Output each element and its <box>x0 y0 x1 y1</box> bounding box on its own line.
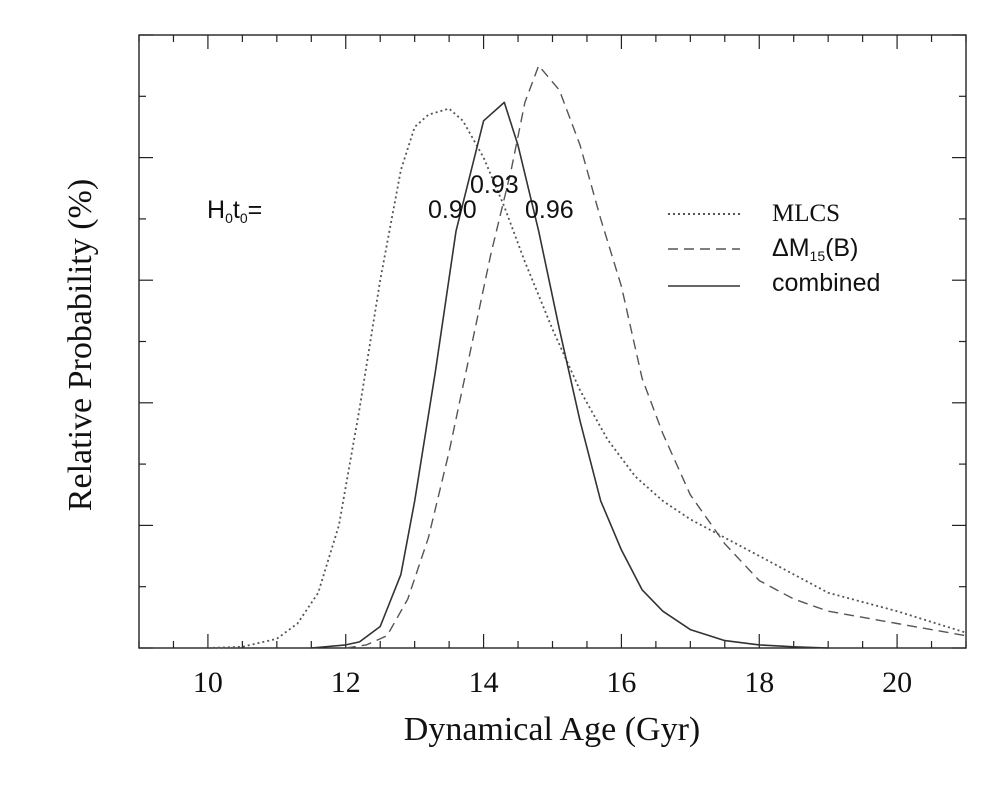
h0t0-t: t <box>233 196 240 224</box>
h0t0-sub2: 0 <box>240 210 248 226</box>
legend-label-dm15: ΔM15(B) <box>772 234 858 264</box>
legend-dm15-tail: (B) <box>825 234 858 262</box>
series-layer <box>207 64 967 649</box>
x-axis-title: Dynamical Age (Gyr) <box>404 711 700 748</box>
x-tick-label: 14 <box>469 666 499 699</box>
x-tick-label: 20 <box>882 666 912 699</box>
plot-frame <box>138 34 967 649</box>
h0t0-annotation: H0t0= <box>207 196 262 226</box>
legend-dm15-main: ΔM <box>772 234 810 262</box>
series-line-combined <box>311 101 829 649</box>
axes <box>138 34 967 649</box>
legend: MLCS ΔM15(B) combined <box>668 200 880 297</box>
legend-label-mlcs: MLCS <box>772 200 840 227</box>
series-line-dm15 <box>345 64 967 649</box>
x-tick-labels: 10 12 14 16 18 20 <box>193 666 912 699</box>
x-tick-label: 10 <box>193 666 223 699</box>
annotation-090: 0.90 <box>428 196 477 224</box>
annotation-093: 0.93 <box>470 171 519 199</box>
h0t0-sub1: 0 <box>225 210 233 226</box>
legend-dm15-sub: 15 <box>810 248 826 264</box>
series-line-mlcs <box>207 107 967 649</box>
y-axis-title: Relative Probability (%) <box>62 179 99 511</box>
h0t0-h: H <box>207 196 225 224</box>
legend-label-combined: combined <box>772 269 880 297</box>
h0t0-eq: = <box>248 196 263 224</box>
x-tick-label: 12 <box>331 666 361 699</box>
annotation-096: 0.96 <box>525 196 574 224</box>
x-tick-label: 18 <box>744 666 774 699</box>
x-tick-label: 16 <box>606 666 636 699</box>
